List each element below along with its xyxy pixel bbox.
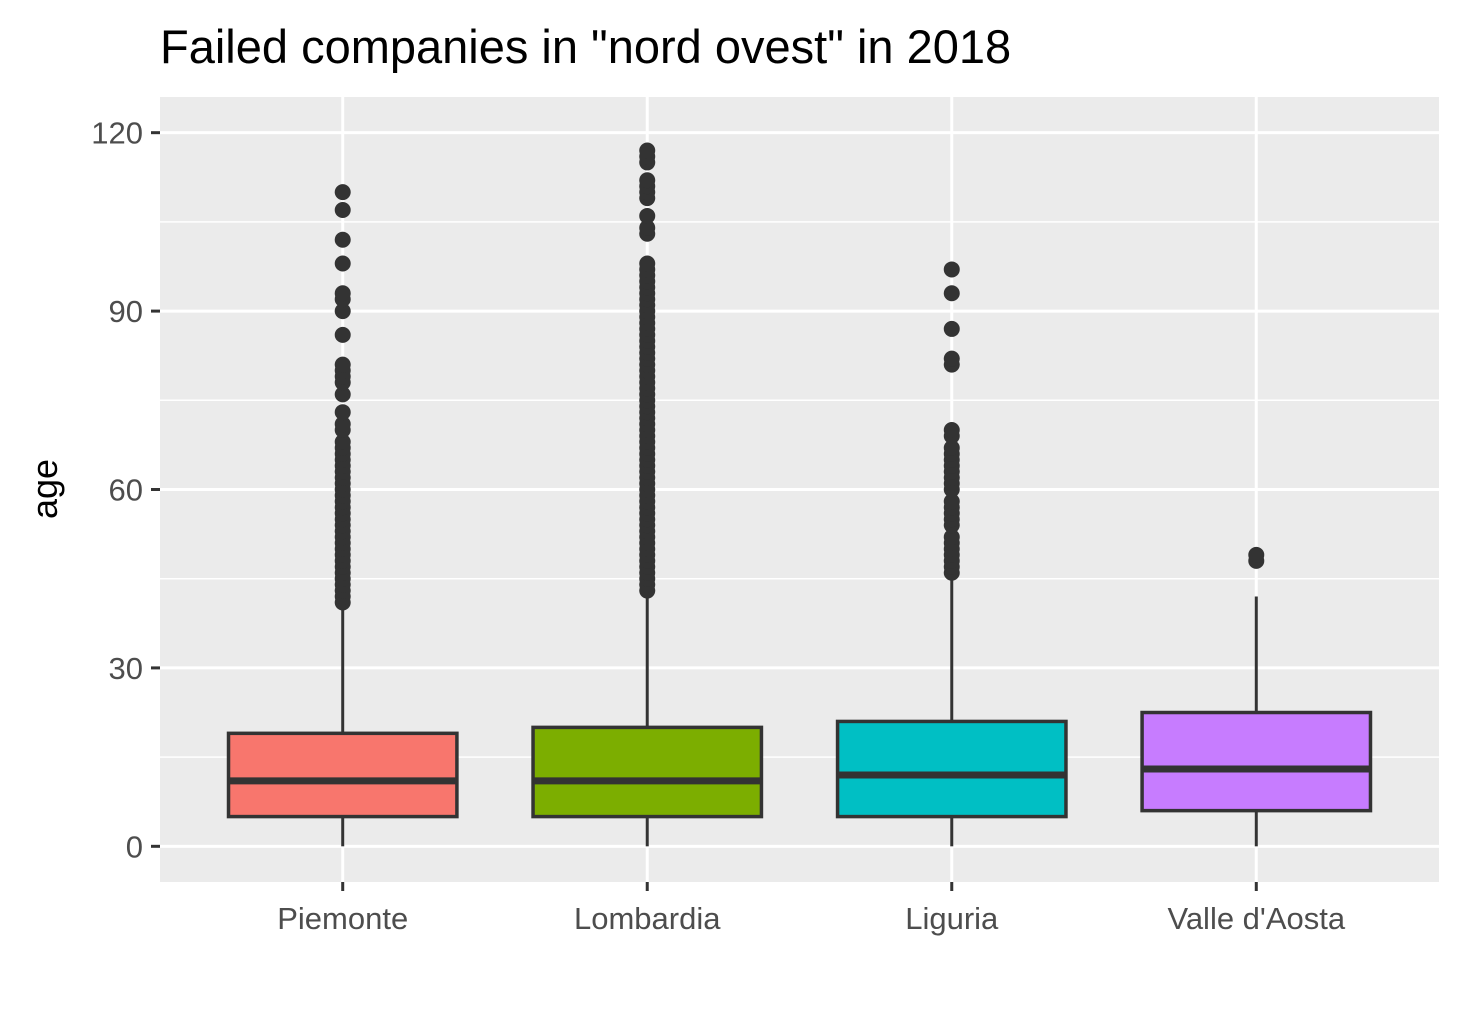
y-tick-label: 60: [109, 473, 143, 508]
chart-title: Failed companies in "nord ovest" in 2018: [160, 20, 1011, 73]
outlier-point: [639, 172, 656, 189]
outlier-point: [334, 184, 351, 201]
outlier-point: [334, 416, 351, 433]
outlier-point: [943, 285, 960, 302]
outlier-point: [334, 303, 351, 320]
outlier-point: [943, 422, 960, 439]
outlier-point: [639, 207, 656, 224]
y-axis: 0 30 60 90 120: [91, 116, 160, 864]
outlier-point: [639, 255, 656, 272]
outlier-points: [334, 142, 1265, 611]
y-tick-label: 90: [109, 294, 143, 329]
y-tick-label: 120: [91, 116, 143, 151]
x-axis: Piemonte Lombardia Liguria Valle d'Aosta: [277, 882, 1346, 936]
outlier-point: [943, 320, 960, 337]
box: [1140, 710, 1373, 813]
x-tick-label: Valle d'Aosta: [1167, 901, 1345, 936]
outlier-point: [943, 261, 960, 278]
box: [531, 725, 764, 819]
outlier-point: [639, 142, 656, 159]
box: [835, 719, 1068, 819]
outlier-point: [943, 529, 960, 546]
outlier-point: [334, 386, 351, 403]
outlier-point: [334, 326, 351, 343]
box: [226, 731, 459, 819]
outlier-point: [334, 433, 351, 450]
x-tick-label: Lombardia: [574, 901, 721, 936]
outlier-point: [334, 201, 351, 218]
outlier-point: [334, 356, 351, 373]
outlier-point: [334, 255, 351, 272]
x-tick-label: Liguria: [905, 901, 999, 936]
y-tick-label: 30: [109, 651, 143, 686]
boxes: [226, 710, 1373, 819]
outlier-point: [334, 285, 351, 302]
outlier-point: [943, 350, 960, 367]
outlier-point: [334, 231, 351, 248]
outlier-point: [943, 439, 960, 456]
outlier-point: [334, 404, 351, 421]
outlier-point: [1248, 546, 1265, 563]
whiskers: [341, 578, 1258, 847]
y-tick-label: 0: [126, 829, 143, 864]
outlier-point: [943, 493, 960, 510]
x-tick-label: Piemonte: [277, 901, 408, 936]
outlier-point: [639, 219, 656, 236]
y-axis-title: age: [24, 459, 65, 519]
